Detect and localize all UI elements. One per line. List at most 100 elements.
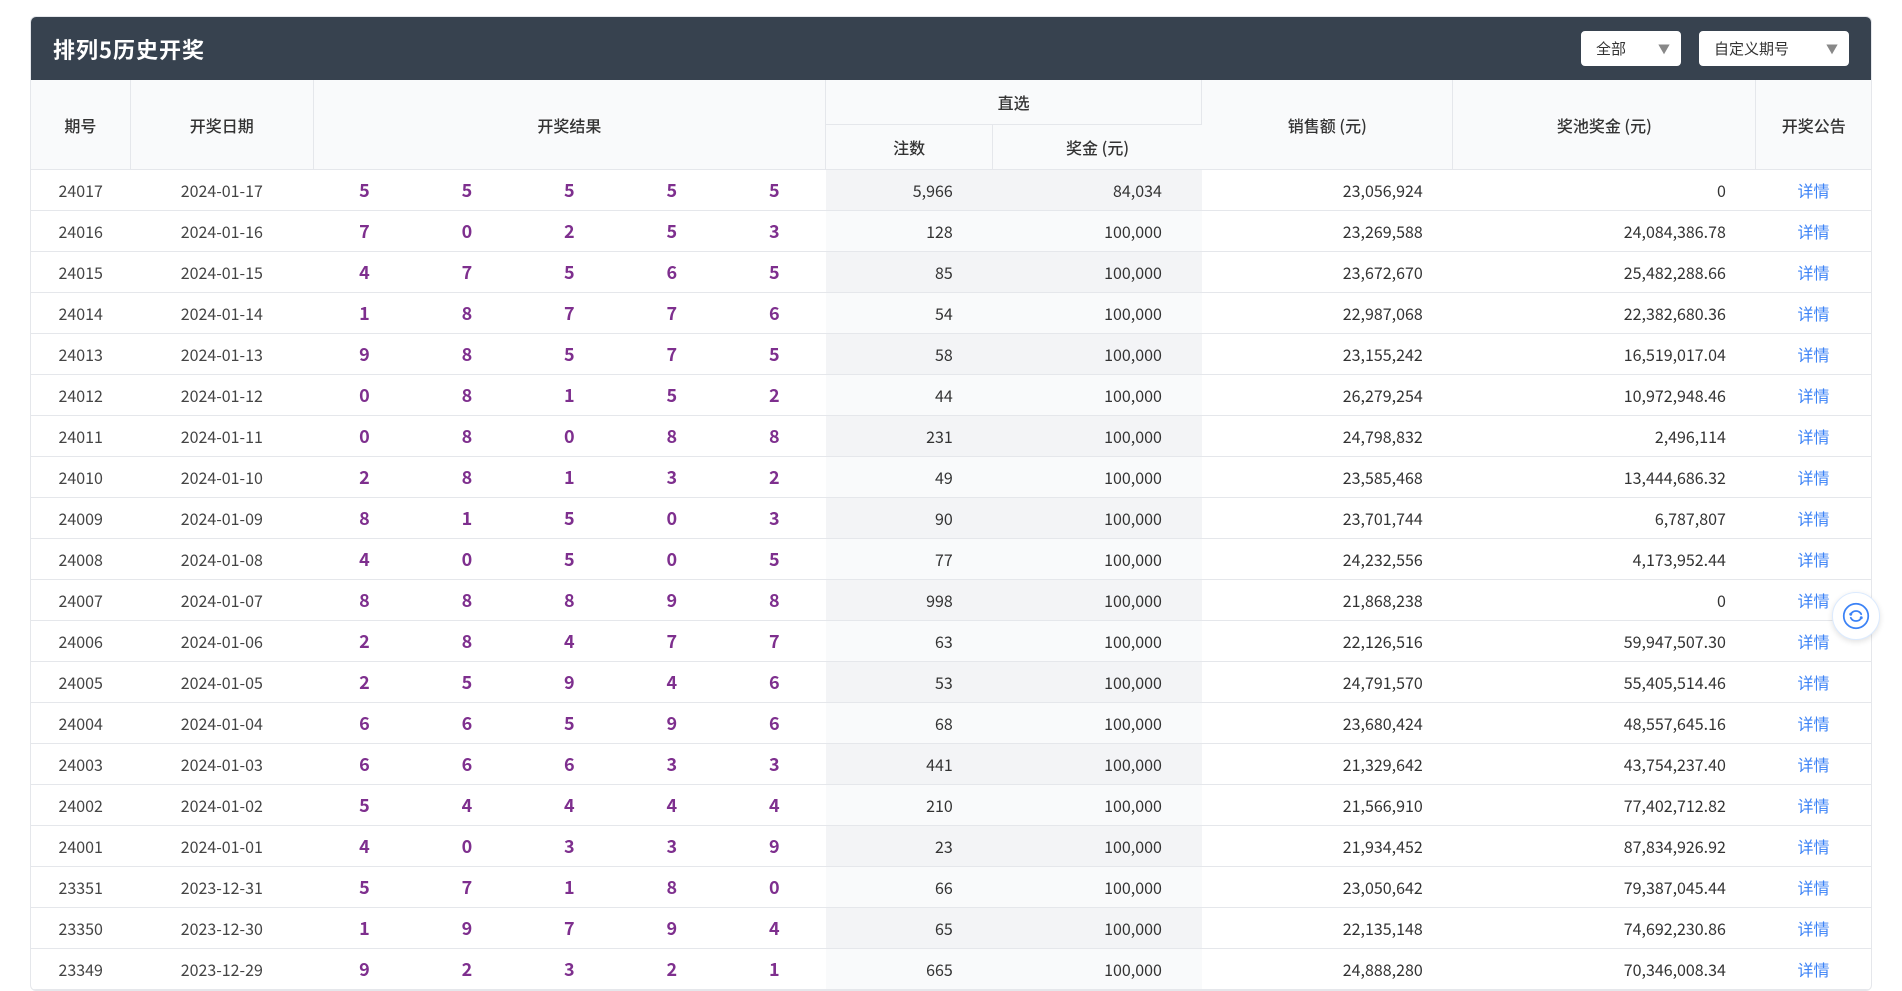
detail-link[interactable]: 详情 bbox=[1756, 826, 1871, 867]
cell-number: 9 bbox=[621, 703, 723, 744]
col-pool: 奖池奖金 (元) bbox=[1453, 80, 1756, 170]
cell-number: 4 bbox=[313, 252, 415, 293]
cell-number: 5 bbox=[621, 170, 723, 211]
detail-link[interactable]: 详情 bbox=[1756, 498, 1871, 539]
cell-number: 2 bbox=[723, 375, 826, 416]
cell-number: 4 bbox=[313, 539, 415, 580]
cell-number: 8 bbox=[416, 621, 518, 662]
table-row: 240172024-01-17555555,96684,03423,056,92… bbox=[31, 170, 1871, 211]
cell-prize: 100,000 bbox=[993, 498, 1202, 539]
cell-prize: 100,000 bbox=[993, 334, 1202, 375]
cell-number: 0 bbox=[313, 416, 415, 457]
table-row: 240142024-01-141877654100,00022,987,0682… bbox=[31, 293, 1871, 334]
cell-number: 7 bbox=[416, 867, 518, 908]
cell-date: 2024-01-06 bbox=[130, 621, 313, 662]
cell-number: 4 bbox=[621, 785, 723, 826]
chevron-down-icon: ▼ bbox=[1658, 40, 1670, 57]
col-count: 注数 bbox=[826, 125, 993, 170]
filter-all-select[interactable]: 全部 ▼ bbox=[1581, 31, 1681, 66]
cell-date: 2024-01-11 bbox=[130, 416, 313, 457]
cell-issue: 23351 bbox=[31, 867, 130, 908]
cell-number: 5 bbox=[518, 703, 620, 744]
cell-number: 4 bbox=[518, 785, 620, 826]
cell-count: 65 bbox=[826, 908, 993, 949]
cell-number: 0 bbox=[416, 826, 518, 867]
ai-assist-button[interactable] bbox=[1832, 592, 1880, 640]
cell-date: 2024-01-04 bbox=[130, 703, 313, 744]
cell-number: 6 bbox=[723, 293, 826, 334]
cell-number: 1 bbox=[723, 949, 826, 990]
cell-number: 0 bbox=[416, 211, 518, 252]
cell-number: 7 bbox=[621, 621, 723, 662]
cell-sales: 23,269,588 bbox=[1202, 211, 1453, 252]
cell-sales: 26,279,254 bbox=[1202, 375, 1453, 416]
detail-link[interactable]: 详情 bbox=[1756, 662, 1871, 703]
cell-number: 9 bbox=[621, 580, 723, 621]
detail-link[interactable]: 详情 bbox=[1756, 293, 1871, 334]
cell-pool: 0 bbox=[1453, 580, 1756, 621]
cell-count: 998 bbox=[826, 580, 993, 621]
cell-number: 8 bbox=[416, 416, 518, 457]
cell-number: 5 bbox=[518, 252, 620, 293]
cell-sales: 22,135,148 bbox=[1202, 908, 1453, 949]
card-header: 排列5历史开奖 全部 ▼ 自定义期号 ▼ bbox=[31, 17, 1871, 80]
cell-pool: 6,787,807 bbox=[1453, 498, 1756, 539]
cell-number: 5 bbox=[518, 498, 620, 539]
table-row: 240062024-01-062847763100,00022,126,5165… bbox=[31, 621, 1871, 662]
cell-date: 2024-01-03 bbox=[130, 744, 313, 785]
cell-prize: 100,000 bbox=[993, 703, 1202, 744]
filter-custom-select[interactable]: 自定义期号 ▼ bbox=[1699, 31, 1849, 66]
detail-link[interactable]: 详情 bbox=[1756, 416, 1871, 457]
detail-link[interactable]: 详情 bbox=[1756, 867, 1871, 908]
cell-sales: 21,934,452 bbox=[1202, 826, 1453, 867]
cell-number: 5 bbox=[416, 662, 518, 703]
detail-link[interactable]: 详情 bbox=[1756, 908, 1871, 949]
cell-number: 0 bbox=[416, 539, 518, 580]
cell-number: 5 bbox=[518, 334, 620, 375]
table-row: 240032024-01-0366633441100,00021,329,642… bbox=[31, 744, 1871, 785]
cell-sales: 23,680,424 bbox=[1202, 703, 1453, 744]
cell-date: 2024-01-14 bbox=[130, 293, 313, 334]
cell-number: 3 bbox=[621, 826, 723, 867]
history-card: 排列5历史开奖 全部 ▼ 自定义期号 ▼ 期号 bbox=[30, 16, 1872, 991]
table-row: 240022024-01-0254444210100,00021,566,910… bbox=[31, 785, 1871, 826]
cell-number: 8 bbox=[313, 580, 415, 621]
cell-pool: 25,482,288.66 bbox=[1453, 252, 1756, 293]
detail-link[interactable]: 详情 bbox=[1756, 744, 1871, 785]
results-table: 期号 开奖日期 开奖结果 直选 销售额 (元) 奖池奖金 (元) 开奖公告 注数… bbox=[31, 80, 1871, 990]
cell-prize: 100,000 bbox=[993, 252, 1202, 293]
cell-prize: 100,000 bbox=[993, 416, 1202, 457]
table-row: 233502023-12-301979465100,00022,135,1487… bbox=[31, 908, 1871, 949]
detail-link[interactable]: 详情 bbox=[1756, 211, 1871, 252]
table-row: 240092024-01-098150390100,00023,701,7446… bbox=[31, 498, 1871, 539]
cell-number: 4 bbox=[313, 826, 415, 867]
cell-number: 2 bbox=[313, 662, 415, 703]
detail-link[interactable]: 详情 bbox=[1756, 949, 1871, 990]
cell-sales: 21,868,238 bbox=[1202, 580, 1453, 621]
cell-prize: 100,000 bbox=[993, 785, 1202, 826]
col-date: 开奖日期 bbox=[130, 80, 313, 170]
detail-link[interactable]: 详情 bbox=[1756, 539, 1871, 580]
cell-number: 1 bbox=[313, 908, 415, 949]
detail-link[interactable]: 详情 bbox=[1756, 703, 1871, 744]
cell-prize: 100,000 bbox=[993, 580, 1202, 621]
cell-number: 4 bbox=[723, 908, 826, 949]
detail-link[interactable]: 详情 bbox=[1756, 334, 1871, 375]
detail-link[interactable]: 详情 bbox=[1756, 457, 1871, 498]
detail-link[interactable]: 详情 bbox=[1756, 170, 1871, 211]
cell-count: 5,966 bbox=[826, 170, 993, 211]
cell-number: 6 bbox=[518, 744, 620, 785]
detail-link[interactable]: 详情 bbox=[1756, 785, 1871, 826]
cell-issue: 24007 bbox=[31, 580, 130, 621]
cell-number: 0 bbox=[621, 539, 723, 580]
cell-count: 54 bbox=[826, 293, 993, 334]
table-row: 240122024-01-120815244100,00026,279,2541… bbox=[31, 375, 1871, 416]
cell-number: 5 bbox=[518, 170, 620, 211]
cell-number: 3 bbox=[621, 457, 723, 498]
detail-link[interactable]: 详情 bbox=[1756, 375, 1871, 416]
detail-link[interactable]: 详情 bbox=[1756, 252, 1871, 293]
cell-date: 2024-01-08 bbox=[130, 539, 313, 580]
table-row: 240052024-01-052594653100,00024,791,5705… bbox=[31, 662, 1871, 703]
cell-number: 1 bbox=[518, 867, 620, 908]
cell-date: 2024-01-13 bbox=[130, 334, 313, 375]
